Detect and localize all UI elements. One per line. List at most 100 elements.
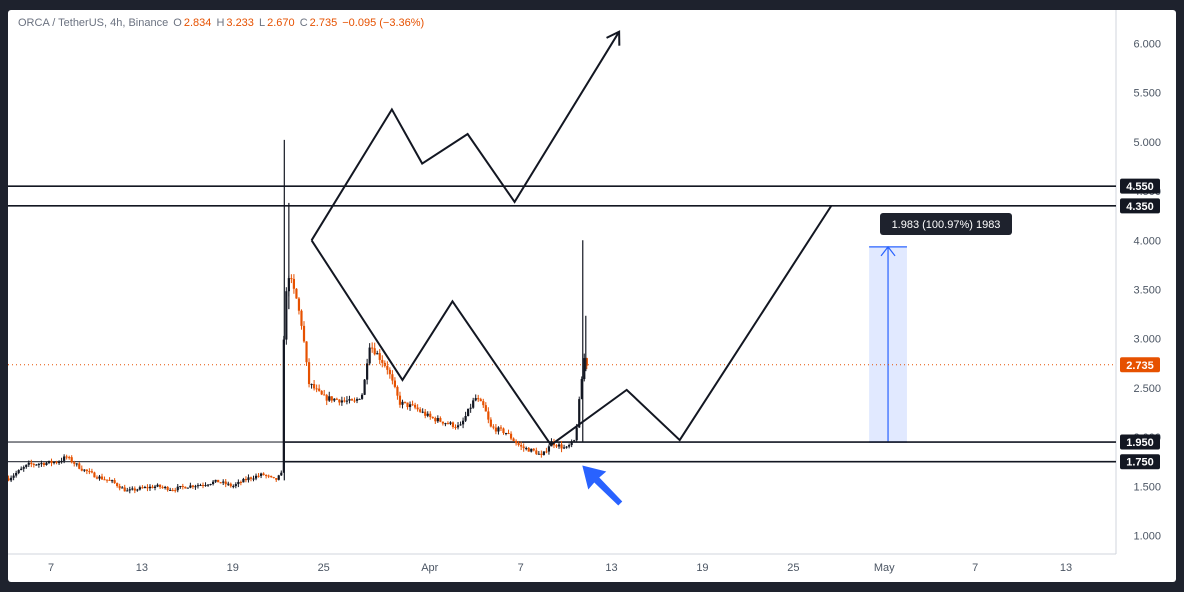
candle-body bbox=[219, 482, 222, 484]
y-tick-label: 3.000 bbox=[1133, 334, 1161, 346]
x-tick-label: 19 bbox=[696, 562, 708, 574]
candle-body bbox=[146, 487, 149, 489]
current-price-label: 2.735 bbox=[1126, 360, 1154, 372]
range-box bbox=[8, 441, 285, 463]
candle-body bbox=[328, 396, 331, 401]
candle-body bbox=[121, 487, 124, 489]
candle-body bbox=[310, 384, 313, 386]
candle-body bbox=[292, 278, 296, 289]
candle-body bbox=[535, 450, 538, 454]
y-tick-label: 5.500 bbox=[1133, 88, 1161, 100]
candle-body bbox=[209, 484, 212, 486]
candle-body bbox=[12, 475, 15, 478]
candle-body bbox=[32, 464, 35, 466]
candle-body bbox=[70, 457, 73, 463]
candle-body bbox=[583, 358, 586, 380]
candle-body bbox=[242, 478, 245, 483]
candle-body bbox=[416, 407, 419, 410]
candle-body bbox=[562, 447, 566, 449]
candle-body bbox=[95, 477, 99, 479]
candle-body bbox=[307, 362, 311, 385]
symbol-label: ORCA / TetherUS, 4h, Binance bbox=[18, 17, 169, 29]
candle-body bbox=[249, 477, 253, 479]
candle-body bbox=[143, 487, 147, 489]
candle-body bbox=[474, 398, 477, 401]
candle-body bbox=[252, 478, 255, 480]
candle-body bbox=[206, 484, 210, 486]
candle-body bbox=[98, 476, 101, 479]
candle-body bbox=[52, 462, 56, 464]
candle-body bbox=[237, 481, 240, 485]
candle-body bbox=[358, 398, 361, 400]
candle-body bbox=[451, 422, 455, 427]
x-tick-label: 7 bbox=[48, 562, 54, 574]
candle-body bbox=[479, 399, 482, 402]
x-tick-label: 25 bbox=[787, 562, 799, 574]
level-label: 4.550 bbox=[1126, 181, 1154, 193]
measure-label: 1.983 (100.97%) 1983 bbox=[892, 219, 1001, 231]
candle-body bbox=[63, 456, 66, 461]
y-tick-label: 4.000 bbox=[1133, 235, 1161, 247]
candle-body bbox=[45, 462, 48, 466]
candle-body bbox=[467, 408, 470, 417]
candle-body bbox=[527, 448, 530, 452]
y-tick-label: 2.500 bbox=[1133, 383, 1161, 395]
candle-body bbox=[214, 479, 217, 482]
candle-body bbox=[199, 484, 202, 486]
candle-body bbox=[313, 384, 316, 389]
candle-body bbox=[318, 388, 321, 391]
current-price-label-bg bbox=[1120, 357, 1160, 373]
candle-body bbox=[244, 478, 248, 481]
candle-body bbox=[88, 471, 91, 473]
candle-body bbox=[234, 484, 237, 487]
x-tick-label: 25 bbox=[318, 562, 330, 574]
measure-label-bg bbox=[880, 213, 1012, 235]
candle-body bbox=[93, 472, 96, 478]
candle-body bbox=[419, 409, 422, 412]
candle-body bbox=[267, 475, 270, 477]
candle-body bbox=[204, 485, 207, 487]
marker-arrow bbox=[582, 465, 623, 506]
candle-body bbox=[118, 486, 121, 489]
candle-body bbox=[254, 475, 258, 479]
candle-body bbox=[414, 404, 417, 408]
candle-body bbox=[10, 477, 13, 481]
candle-body bbox=[537, 453, 540, 455]
candle-body bbox=[30, 462, 33, 465]
candle-body bbox=[166, 486, 169, 491]
candle-body bbox=[398, 395, 402, 405]
candle-body bbox=[22, 467, 25, 469]
candle-body bbox=[520, 444, 523, 447]
close-value: 2.735 bbox=[309, 17, 338, 29]
candle-body bbox=[333, 398, 336, 401]
candle-body bbox=[396, 386, 399, 396]
candle-body bbox=[388, 369, 391, 375]
candle-body bbox=[212, 481, 215, 485]
price-chart[interactable]: 6.0005.5005.0004.5004.0003.5003.0002.500… bbox=[8, 10, 1176, 582]
candle-body bbox=[103, 479, 106, 481]
candle-body bbox=[42, 463, 46, 466]
candle-body bbox=[560, 444, 563, 449]
candle-body bbox=[156, 484, 159, 487]
candles bbox=[8, 139, 588, 494]
candle-body bbox=[280, 472, 283, 476]
candle-body bbox=[272, 476, 275, 479]
candle-body bbox=[85, 469, 88, 472]
y-tick-label: 1.000 bbox=[1133, 531, 1161, 543]
candle-body bbox=[525, 448, 528, 450]
candle-body bbox=[151, 486, 154, 488]
candle-body bbox=[373, 348, 376, 355]
zigzag-lower bbox=[310, 205, 833, 447]
x-tick-label: 7 bbox=[518, 562, 524, 574]
candle-body bbox=[55, 462, 58, 464]
candle-body bbox=[403, 401, 407, 403]
candle-body bbox=[239, 481, 242, 483]
candle-body bbox=[50, 460, 53, 464]
candle-body bbox=[340, 400, 343, 403]
candle-body bbox=[131, 488, 134, 490]
candle-body bbox=[300, 310, 303, 326]
candle-body bbox=[504, 433, 508, 435]
candle-body bbox=[557, 444, 561, 447]
candle-body bbox=[338, 399, 341, 403]
candle-body bbox=[335, 398, 338, 400]
